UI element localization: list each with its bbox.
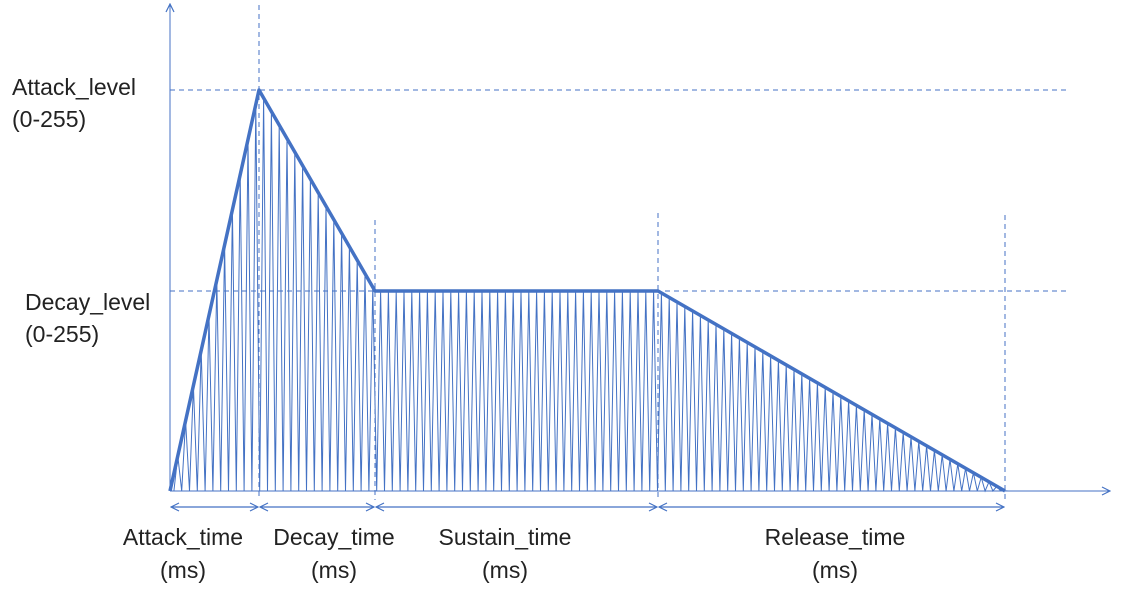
time-label: Attack_time	[123, 524, 243, 550]
time-unit: (ms)	[812, 557, 858, 583]
level-label: Attack_level	[12, 74, 136, 100]
time-label: Decay_time	[273, 524, 394, 550]
envelope	[168, 88, 1006, 493]
time-label: Release_time	[765, 524, 906, 550]
level-label: Decay_level	[25, 289, 150, 315]
time-unit: (ms)	[482, 557, 528, 583]
time-unit: (ms)	[160, 557, 206, 583]
time-label: Sustain_time	[439, 524, 572, 550]
level-range: (0-255)	[12, 106, 86, 132]
time-unit: (ms)	[311, 557, 357, 583]
level-range: (0-255)	[25, 321, 99, 347]
